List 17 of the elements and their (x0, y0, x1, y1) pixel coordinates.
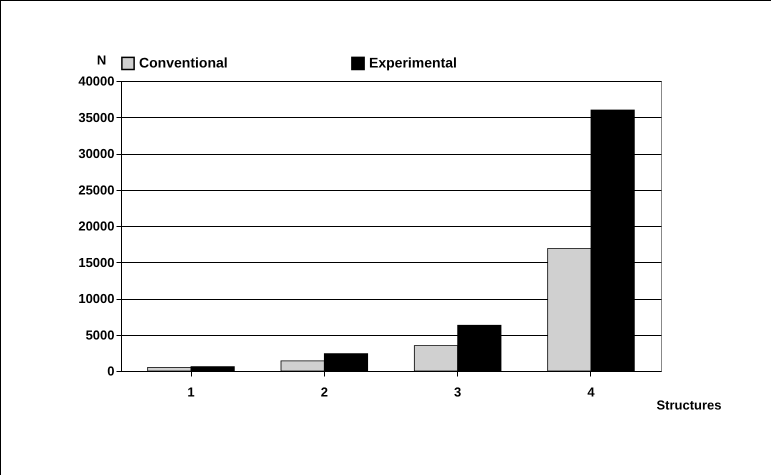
x-tick-label: 1 (187, 384, 195, 400)
x-tick-label: 2 (320, 384, 328, 400)
y-tick-label: 15000 (78, 254, 114, 270)
x-tick-label: 3 (454, 384, 462, 400)
y-tick-label: 20000 (78, 218, 114, 234)
y-axis-title: N (96, 52, 106, 68)
legend-label: Experimental (369, 54, 457, 70)
y-tick-label: 25000 (78, 182, 114, 198)
x-axis-title: Structures (656, 398, 722, 412)
y-tick-label: 5000 (86, 327, 114, 342)
legend-label: Conventional (139, 54, 228, 70)
y-tick-label: 35000 (78, 110, 114, 125)
y-tick-label: 40000 (78, 74, 114, 88)
y-tick-label: 30000 (78, 146, 114, 161)
x-tick-label: 4 (587, 384, 596, 400)
y-tick-label: 10000 (78, 291, 114, 306)
y-tick-label: 0 (107, 364, 114, 378)
